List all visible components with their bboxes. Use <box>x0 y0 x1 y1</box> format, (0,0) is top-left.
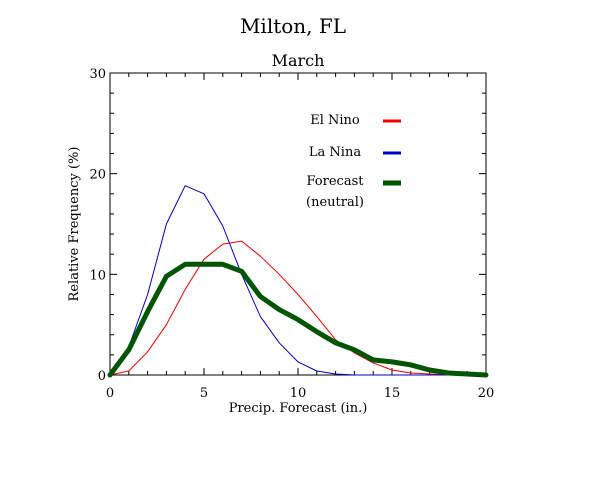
y-tick-label: 20 <box>89 168 106 183</box>
y-tick-label: 10 <box>89 268 106 283</box>
x-tick-label: 20 <box>478 386 495 401</box>
series-line-1 <box>109 185 487 376</box>
series-line-2 <box>107 261 489 378</box>
axis-ticks: 0 5 10 15 20 0 10 20 30 <box>89 67 494 401</box>
x-tick-label: 0 <box>106 386 114 401</box>
series-line-0 <box>109 240 487 376</box>
series-layer <box>107 185 489 378</box>
legend-label: Forecast <box>307 174 365 189</box>
chart-subtitle: March <box>272 51 325 70</box>
legend-label: (neutral) <box>306 195 364 210</box>
legend-label: La Nina <box>309 145 361 160</box>
x-axis-label: Precip. Forecast (in.) <box>229 401 368 416</box>
y-tick-label: 30 <box>89 67 106 82</box>
x-tick-label: 15 <box>384 386 401 401</box>
y-tick-label: 0 <box>98 369 106 384</box>
legend-label: El Nino <box>310 113 360 128</box>
legend: El Nino La Nina Forecast (neutral) <box>306 113 401 210</box>
chart-title: Milton, FL <box>240 14 346 38</box>
x-tick-label: 10 <box>290 386 307 401</box>
x-tick-label: 5 <box>200 386 208 401</box>
y-axis-label: Relative Frequency (%) <box>67 147 82 302</box>
